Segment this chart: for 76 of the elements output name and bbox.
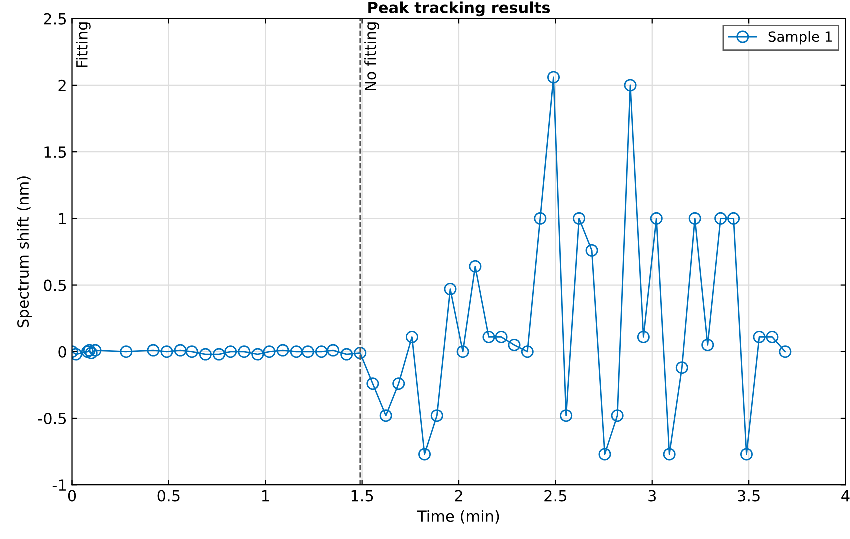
point: [740, 448, 753, 461]
point: [224, 346, 238, 358]
point: [263, 346, 276, 358]
point: [174, 344, 187, 357]
x-tick-label: 3.5: [738, 490, 760, 502]
point: [392, 378, 406, 390]
annotation: Fitting: [76, 22, 91, 68]
x-tick-label: 2: [455, 490, 462, 502]
x-tick-label: 0.5: [158, 490, 180, 502]
point: [495, 330, 508, 344]
point: [85, 346, 98, 360]
point: [406, 330, 418, 344]
point: [676, 362, 688, 374]
point: [147, 344, 160, 357]
point: [418, 448, 432, 461]
point: [534, 212, 547, 225]
point: [702, 338, 714, 352]
x-tick-label: 1.5: [352, 490, 374, 502]
y-tick-label: 0.5: [44, 280, 66, 292]
point: [380, 410, 392, 422]
point: [340, 348, 354, 361]
chart-title: Peak tracking results: [368, 2, 550, 17]
point: [637, 330, 650, 344]
point: [186, 346, 198, 358]
point: [212, 348, 226, 361]
y-tick-label: -0.5: [38, 412, 66, 425]
point: [89, 344, 102, 357]
point: [650, 212, 663, 225]
point: [753, 330, 766, 344]
point: [688, 212, 702, 225]
point: [199, 348, 212, 361]
point: [430, 410, 444, 422]
point: [315, 346, 328, 358]
point: [276, 344, 290, 357]
point: [120, 346, 133, 358]
point: [238, 346, 251, 358]
y-tick-label: 2: [58, 80, 66, 92]
point: [469, 260, 482, 273]
point: [728, 212, 740, 225]
x-tick-label: 2.5: [544, 490, 566, 502]
point: [624, 79, 637, 92]
x-axis-title: Time (min): [417, 510, 500, 524]
y-tick-label: 1.5: [44, 146, 66, 158]
point: [573, 212, 586, 225]
x-tick-label: 1: [262, 490, 270, 502]
point: [560, 410, 573, 422]
legend-label: Sample 1: [768, 31, 832, 45]
y-axis-title: Spectrum shift (nm): [17, 176, 32, 328]
point: [548, 71, 560, 84]
point: [611, 410, 624, 422]
point: [766, 330, 779, 344]
point: [779, 346, 792, 358]
x-tick-label: 0: [68, 490, 76, 502]
y-tick-label: -1: [52, 480, 66, 491]
annotation: No fitting: [364, 22, 380, 91]
point: [160, 346, 174, 358]
point: [252, 348, 264, 361]
y-tick-label: 2.5: [44, 13, 66, 25]
point: [444, 283, 457, 296]
point: [290, 346, 303, 358]
y-tick-label: 1: [59, 213, 66, 224]
point: [521, 346, 534, 358]
x-tick-label: 3: [648, 490, 656, 502]
point: [663, 448, 676, 461]
point: [482, 330, 496, 344]
point: [302, 346, 314, 358]
x-tick-label: 4: [842, 490, 850, 502]
y-tick-label: 0: [58, 346, 66, 358]
point: [586, 244, 598, 257]
point: [598, 448, 612, 461]
point: [354, 346, 367, 360]
point: [456, 346, 470, 358]
point: [508, 338, 521, 352]
point: [714, 212, 728, 225]
point: [327, 344, 340, 357]
point: [366, 378, 380, 390]
